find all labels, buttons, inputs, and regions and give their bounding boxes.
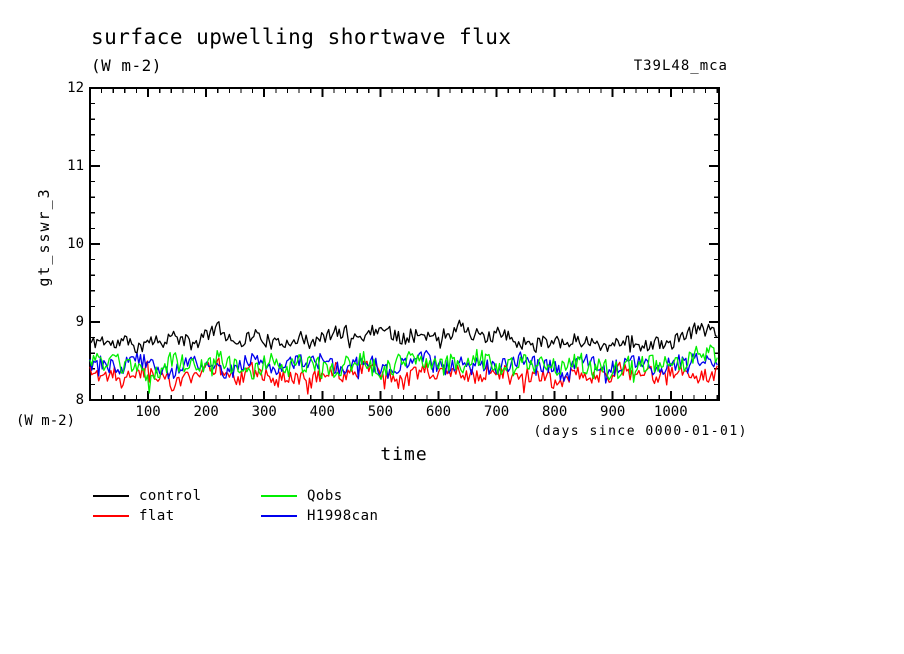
x-tick-label: 500 [367,404,394,420]
legend-item-h1998can: H1998can [261,507,378,525]
y-tick-label: 12 [67,80,84,96]
x-axis-title: time [380,444,428,465]
y-tick-label: 10 [67,236,84,252]
chart-title: surface upwelling shortwave flux [91,25,512,49]
series-line-Qobs [89,344,718,394]
x-tick-label: 1000 [653,404,688,420]
x-tick-label: 900 [600,404,626,420]
y-axis-unit: (W m-2) [16,413,76,429]
x-axis-note: (days since 0000-01-01) [533,424,748,439]
plot-frame [89,87,720,401]
y-tick-label: 8 [75,392,84,408]
dataset-tag: T39L48_mca [633,58,728,74]
x-tick-label: 200 [193,404,219,420]
y-tick-label: 11 [67,158,84,174]
x-tick-label: 600 [425,404,452,420]
flat-line-swatch [93,515,129,517]
series-line-H1998can [89,349,718,384]
legend-label-h1998can: H1998can [307,508,379,524]
x-tick-label: 700 [483,404,510,420]
x-tick-label: 800 [541,404,568,420]
x-tick-label: 300 [251,404,277,420]
qobs-line-swatch [261,495,297,497]
x-tick-label: 400 [309,404,335,420]
series-line-control [89,319,718,354]
legend-label-control: control [139,488,202,504]
legend-item-flat: flat [93,507,175,525]
x-tick-label: 100 [135,404,161,420]
legend-label-flat: flat [139,508,175,524]
legend-label-qobs: Qobs [307,488,343,504]
legend-item-control: control [93,487,202,505]
series-line-flat [89,357,718,395]
chart-units-top: (W m-2) [91,56,162,75]
y-tick-label: 9 [75,314,84,330]
legend-item-qobs: Qobs [261,487,343,505]
h1998can-line-swatch [261,515,297,517]
control-line-swatch [93,495,129,497]
